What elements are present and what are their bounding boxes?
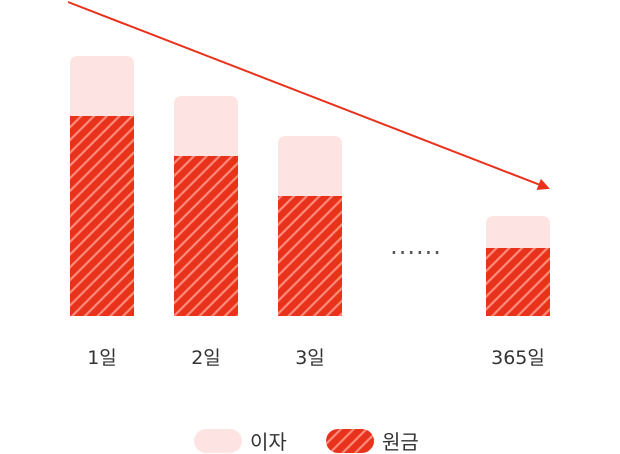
x-axis-tick-labels: 1일 2일 3일 365일	[87, 347, 545, 369]
bars-group	[70, 56, 550, 316]
bar-principal-4	[486, 248, 550, 316]
x-tick-label-4: 365일	[491, 347, 545, 369]
bar-interest-4	[486, 216, 550, 248]
x-tick-label-3: 3일	[295, 347, 325, 369]
bar-interest-3	[278, 136, 342, 196]
bar-principal-1	[70, 116, 134, 316]
legend-swatch-principal	[326, 429, 374, 453]
legend-label-interest: 이자	[250, 430, 287, 454]
bar-principal-2	[174, 156, 238, 316]
trend-arrow	[67, 1, 550, 190]
legend: 이자 원금	[194, 429, 419, 454]
x-tick-label-2: 2일	[191, 347, 221, 369]
bar-principal-3	[278, 196, 342, 316]
gap-ellipsis: ......	[390, 232, 442, 260]
legend-swatch-interest	[194, 429, 242, 453]
bar-interest-2	[174, 96, 238, 156]
bar-interest-1	[70, 56, 134, 116]
x-tick-label-1: 1일	[87, 347, 117, 369]
legend-label-principal: 원금	[382, 430, 419, 454]
